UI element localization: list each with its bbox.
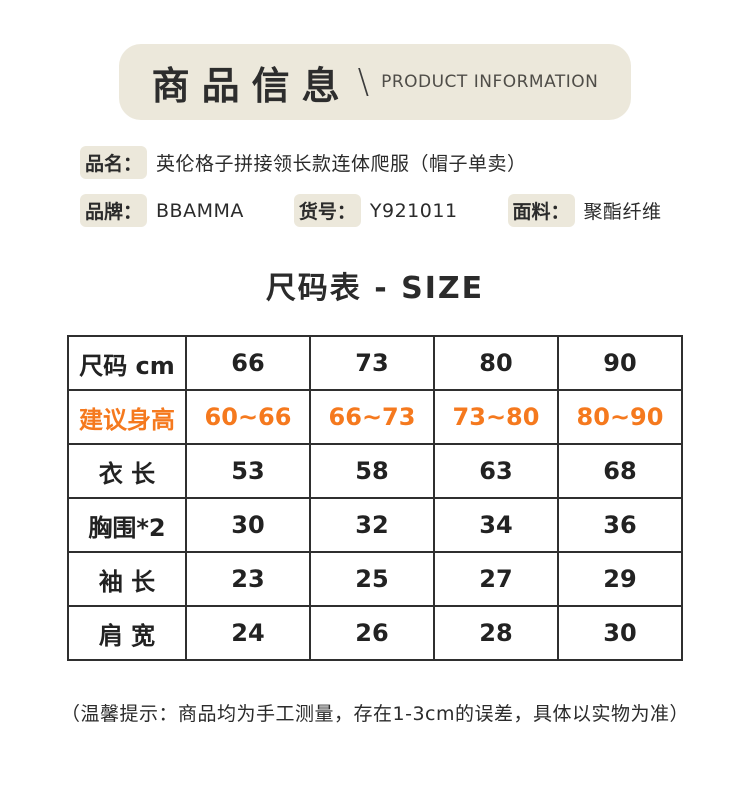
sku-label: 货号： (293, 194, 361, 227)
table-row-sleeve-length: 袖 长 23 25 27 29 (67, 551, 683, 607)
table-cell: 58 (309, 443, 435, 499)
table-row-shoulder-width: 肩 宽 24 26 28 30 (67, 605, 683, 661)
table-cell: 73~80 (433, 389, 559, 445)
title-separator: \ (357, 62, 370, 102)
table-cell: 23 (185, 551, 311, 607)
table-cell: 63 (433, 443, 559, 499)
page-title: 商品信息 (151, 63, 352, 108)
footer-note: （温馨提示：商品均为手工测量，存在1-3cm的误差，具体以实物为准） (61, 703, 689, 725)
table-cell: 30 (557, 605, 683, 661)
brand-group: 品牌： BBAMMA (80, 194, 244, 227)
brand-value: BBAMMA (156, 199, 244, 222)
table-cell: 68 (557, 443, 683, 499)
table-cell: 26 (309, 605, 435, 661)
table-cell: 28 (433, 605, 559, 661)
product-meta-row: 品牌： BBAMMA 货号： Y921011 面料： 聚酯纤维 (80, 194, 750, 227)
table-cell: 29 (557, 551, 683, 607)
fabric-value: 聚酯纤维 (583, 201, 662, 223)
sku-value: Y921011 (369, 199, 458, 222)
product-info-page: 商品信息 \ PRODUCT INFORMATION 品名： 英伦格子拼接领长款… (0, 44, 750, 794)
table-row-recommended-height: 建议身高 60~66 66~73 73~80 80~90 (67, 389, 683, 445)
table-cell: 32 (309, 497, 435, 553)
product-name-label: 品名： (80, 146, 148, 179)
table-cell: 60~66 (185, 389, 311, 445)
header-banner: 商品信息 \ PRODUCT INFORMATION (119, 44, 631, 120)
product-name-row: 品名： 英伦格子拼接领长款连体爬服（帽子单卖） (80, 146, 750, 179)
product-name-value: 英伦格子拼接领长款连体爬服（帽子单卖） (156, 153, 527, 175)
table-cell: 36 (557, 497, 683, 553)
row-label: 袖 长 (67, 551, 187, 607)
header-cell-80: 80 (433, 335, 559, 391)
row-label: 衣 长 (67, 443, 187, 499)
row-label: 胸围*2 (67, 497, 187, 553)
fabric-group: 面料： 聚酯纤维 (507, 194, 662, 227)
table-row-garment-length: 衣 长 53 58 63 68 (67, 443, 683, 499)
size-table: 尺码 cm 66 73 80 90 建议身高 60~66 66~73 73~80… (67, 335, 683, 661)
product-name-group: 品名： 英伦格子拼接领长款连体爬服（帽子单卖） (80, 146, 527, 179)
table-cell: 66~73 (309, 389, 435, 445)
table-cell: 24 (185, 605, 311, 661)
table-cell: 53 (185, 443, 311, 499)
size-table-title: 尺码表 - SIZE (265, 271, 485, 306)
product-info-section: 品名： 英伦格子拼接领长款连体爬服（帽子单卖） 品牌： BBAMMA 货号： Y… (80, 146, 750, 227)
page-subtitle: PRODUCT INFORMATION (381, 72, 599, 92)
header-cell-90: 90 (557, 335, 683, 391)
row-label: 建议身高 (67, 389, 187, 445)
header-cell-size: 尺码 cm (67, 335, 187, 391)
table-row-chest: 胸围*2 30 32 34 36 (67, 497, 683, 553)
header-cell-73: 73 (309, 335, 435, 391)
table-cell: 25 (309, 551, 435, 607)
table-cell: 30 (185, 497, 311, 553)
table-cell: 34 (433, 497, 559, 553)
table-cell: 27 (433, 551, 559, 607)
header-cell-66: 66 (185, 335, 311, 391)
sku-group: 货号： Y921011 (293, 194, 458, 227)
fabric-label: 面料： (507, 194, 575, 227)
size-table-header-row: 尺码 cm 66 73 80 90 (67, 335, 683, 391)
row-label: 肩 宽 (67, 605, 187, 661)
table-cell: 80~90 (557, 389, 683, 445)
brand-label: 品牌： (80, 194, 148, 227)
